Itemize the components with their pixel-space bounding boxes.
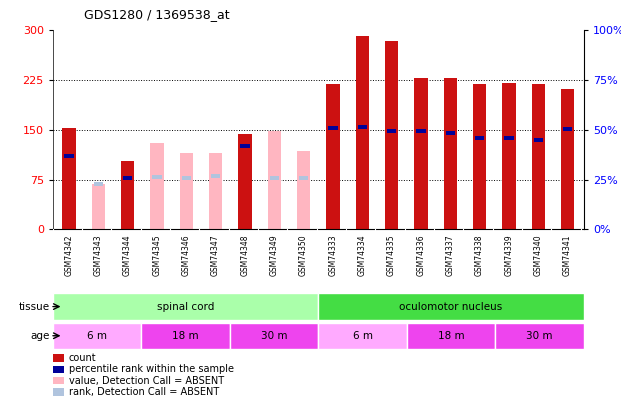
- Bar: [92, 184, 105, 229]
- Bar: [299, 175, 308, 179]
- Bar: [358, 125, 367, 129]
- Text: GSM74344: GSM74344: [123, 234, 132, 276]
- Bar: [240, 145, 250, 148]
- Text: GSM74350: GSM74350: [299, 234, 308, 276]
- Text: 18 m: 18 m: [438, 331, 465, 341]
- Text: GSM74349: GSM74349: [270, 234, 279, 276]
- Text: 30 m: 30 m: [526, 331, 553, 341]
- Bar: [496, 323, 584, 349]
- Text: count: count: [69, 353, 96, 363]
- Bar: [561, 90, 574, 229]
- Bar: [532, 84, 545, 229]
- Text: GSM74336: GSM74336: [417, 234, 425, 276]
- Bar: [416, 129, 425, 133]
- Bar: [209, 153, 222, 229]
- Bar: [473, 84, 486, 229]
- Text: oculomotor nucleus: oculomotor nucleus: [399, 302, 502, 311]
- Bar: [502, 83, 515, 229]
- Bar: [407, 323, 496, 349]
- Bar: [475, 136, 484, 140]
- Bar: [414, 78, 427, 229]
- Bar: [270, 175, 279, 179]
- Bar: [443, 78, 457, 229]
- Text: GSM74333: GSM74333: [329, 234, 337, 276]
- Text: 6 m: 6 m: [87, 331, 107, 341]
- Bar: [181, 175, 191, 179]
- Bar: [62, 128, 76, 229]
- Bar: [53, 323, 142, 349]
- Bar: [504, 136, 514, 140]
- Text: age: age: [30, 331, 50, 341]
- Text: GSM74334: GSM74334: [358, 234, 367, 276]
- Text: value, Detection Call = ABSENT: value, Detection Call = ABSENT: [69, 376, 224, 386]
- Bar: [65, 154, 73, 158]
- Bar: [152, 175, 161, 179]
- Bar: [297, 151, 310, 229]
- Bar: [563, 127, 572, 131]
- Text: tissue: tissue: [19, 302, 50, 311]
- Text: GSM74345: GSM74345: [152, 234, 161, 276]
- Text: spinal cord: spinal cord: [157, 302, 214, 311]
- Bar: [179, 153, 193, 229]
- Bar: [319, 294, 584, 320]
- Text: 30 m: 30 m: [261, 331, 288, 341]
- Text: GSM74346: GSM74346: [182, 234, 191, 276]
- Bar: [238, 134, 252, 229]
- Text: 18 m: 18 m: [172, 331, 199, 341]
- Bar: [446, 131, 455, 135]
- Text: GSM74339: GSM74339: [504, 234, 514, 276]
- Text: GSM74337: GSM74337: [446, 234, 455, 276]
- Text: percentile rank within the sample: percentile rank within the sample: [69, 364, 234, 374]
- Text: GSM74347: GSM74347: [211, 234, 220, 276]
- Text: GSM74342: GSM74342: [65, 234, 73, 276]
- Bar: [319, 323, 407, 349]
- Text: GSM74340: GSM74340: [534, 234, 543, 276]
- Bar: [533, 138, 543, 142]
- Bar: [142, 323, 230, 349]
- Bar: [123, 175, 132, 179]
- Bar: [94, 182, 103, 186]
- Text: GSM74338: GSM74338: [475, 234, 484, 276]
- Text: GDS1280 / 1369538_at: GDS1280 / 1369538_at: [84, 8, 230, 21]
- Bar: [385, 41, 398, 229]
- Bar: [268, 131, 281, 229]
- Bar: [53, 294, 319, 320]
- Bar: [121, 161, 134, 229]
- Bar: [387, 129, 396, 133]
- Text: GSM74348: GSM74348: [240, 234, 250, 276]
- Text: rank, Detection Call = ABSENT: rank, Detection Call = ABSENT: [69, 387, 219, 397]
- Bar: [211, 174, 220, 178]
- Bar: [329, 126, 338, 130]
- Bar: [326, 84, 340, 229]
- Bar: [356, 36, 369, 229]
- Text: GSM74343: GSM74343: [94, 234, 102, 276]
- Text: GSM74341: GSM74341: [563, 234, 572, 276]
- Text: GSM74335: GSM74335: [387, 234, 396, 276]
- Bar: [230, 323, 319, 349]
- Text: 6 m: 6 m: [353, 331, 373, 341]
- Bar: [150, 143, 163, 229]
